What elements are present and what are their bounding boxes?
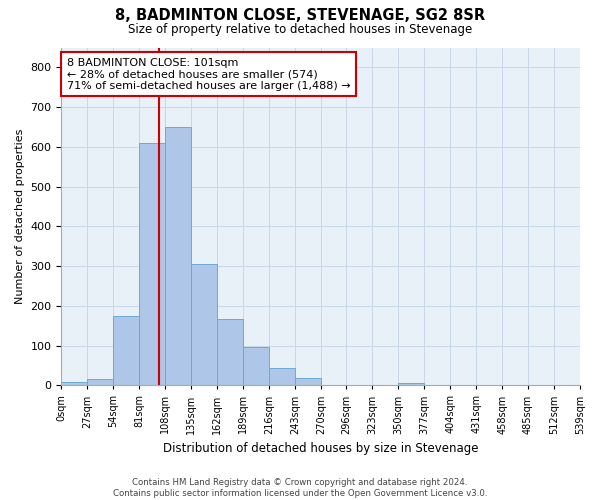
Bar [269, 368, 295, 386]
X-axis label: Distribution of detached houses by size in Stevenage: Distribution of detached houses by size … [163, 442, 478, 455]
Bar [88, 380, 113, 386]
Text: Contains HM Land Registry data © Crown copyright and database right 2024.
Contai: Contains HM Land Registry data © Crown c… [113, 478, 487, 498]
Bar [139, 143, 166, 386]
Text: 8 BADMINTON CLOSE: 101sqm
← 28% of detached houses are smaller (574)
71% of semi: 8 BADMINTON CLOSE: 101sqm ← 28% of detac… [67, 58, 350, 91]
Bar [166, 127, 191, 386]
Y-axis label: Number of detached properties: Number of detached properties [15, 128, 25, 304]
Bar [398, 384, 424, 386]
Bar [113, 316, 139, 386]
Bar [295, 378, 321, 386]
Text: 8, BADMINTON CLOSE, STEVENAGE, SG2 8SR: 8, BADMINTON CLOSE, STEVENAGE, SG2 8SR [115, 8, 485, 22]
Bar [61, 382, 88, 386]
Bar [243, 346, 269, 386]
Text: Size of property relative to detached houses in Stevenage: Size of property relative to detached ho… [128, 22, 472, 36]
Bar [217, 318, 243, 386]
Bar [191, 264, 217, 386]
